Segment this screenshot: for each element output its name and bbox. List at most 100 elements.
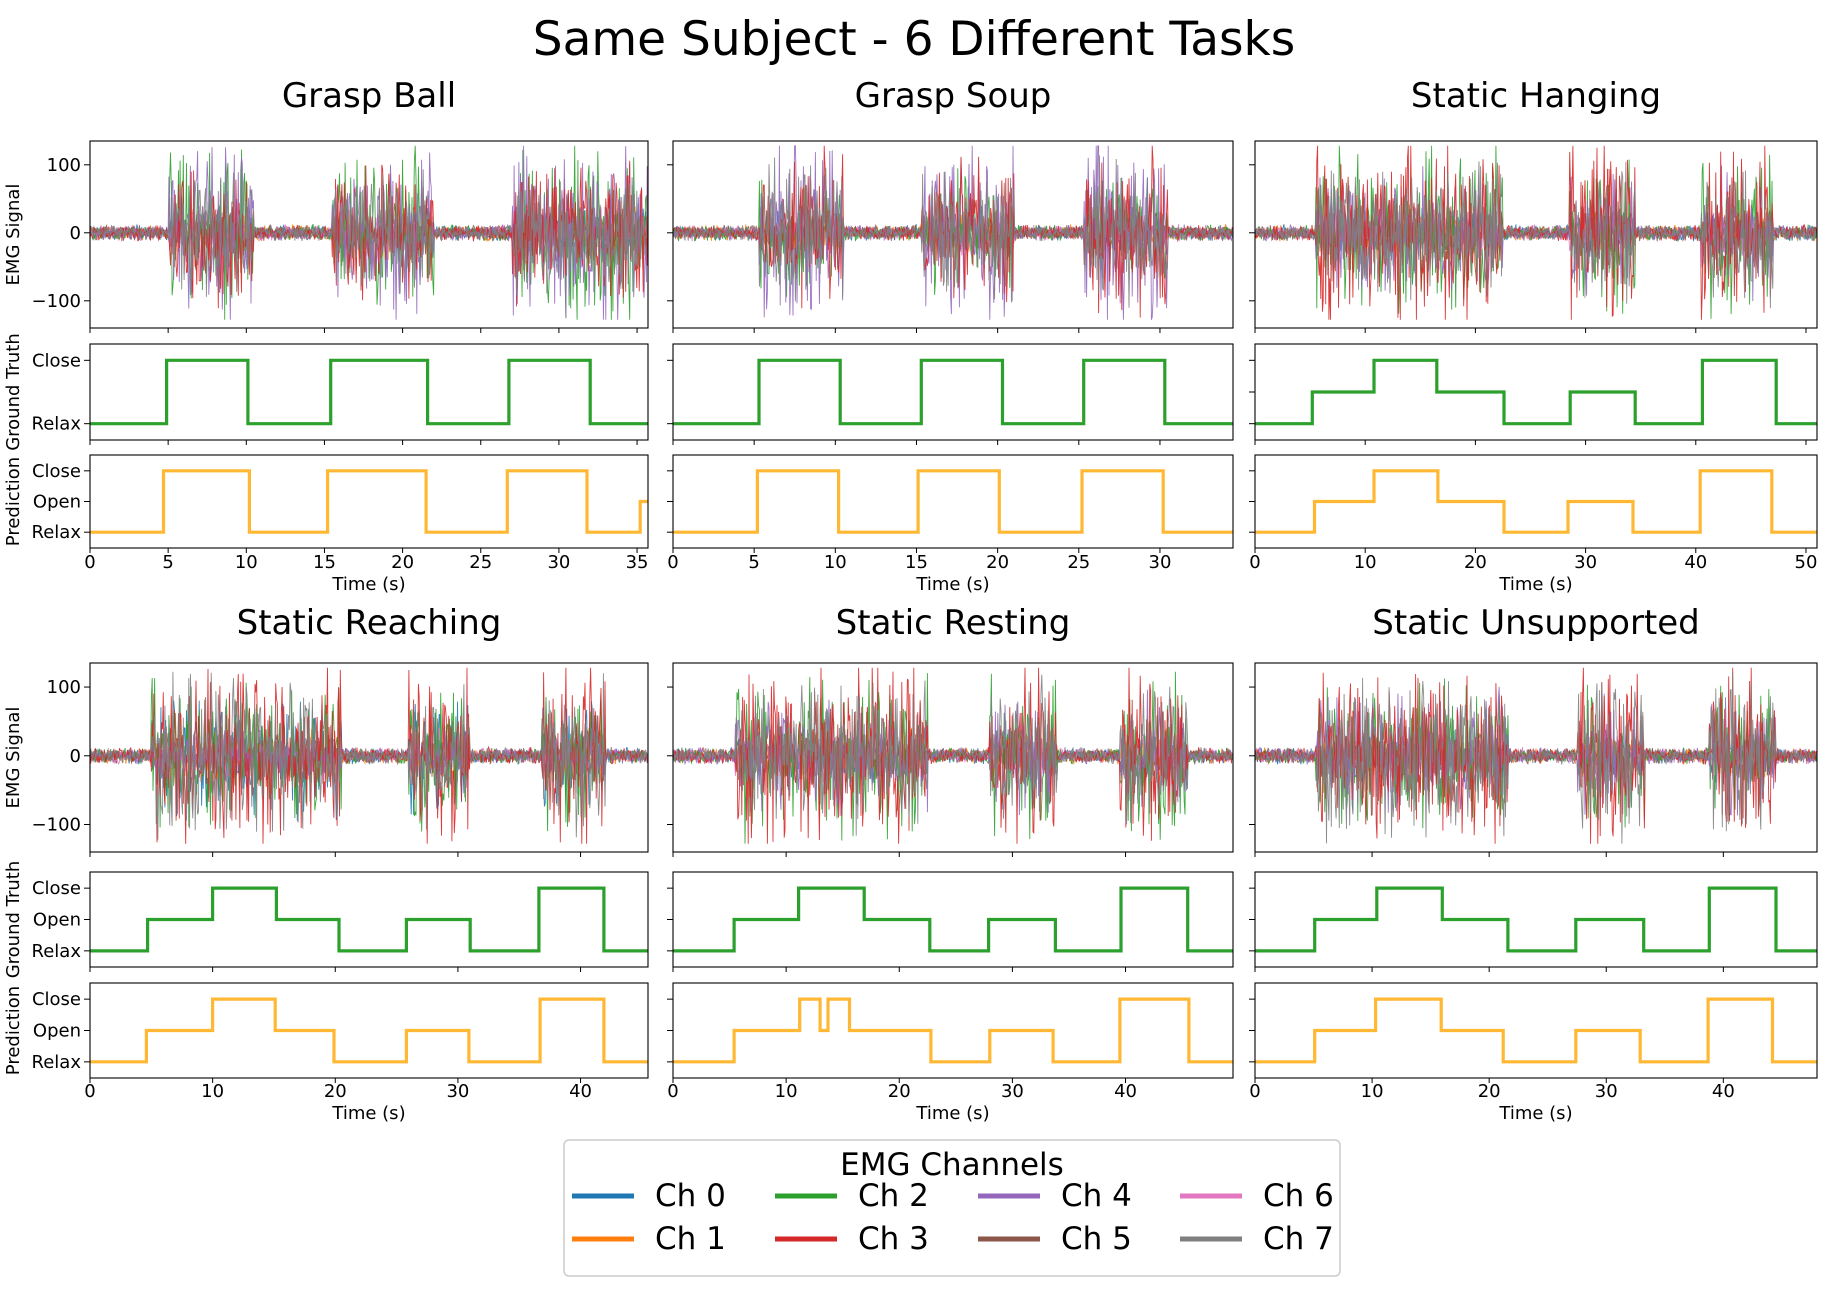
emg-trace-ch-3: [90, 160, 648, 309]
xtick-label: 10: [775, 1081, 798, 1102]
legend-label: Ch 4: [1061, 1178, 1132, 1214]
legend-item-ch-4: Ch 4: [978, 1178, 1132, 1214]
legend-items: Ch 0 Ch 1 Ch 2 Ch 3 Ch 4 Ch 5 Ch 6 Ch 7: [572, 1178, 1334, 1257]
legend-item-ch-5: Ch 5: [978, 1221, 1132, 1257]
xtick-label: 40: [1684, 552, 1707, 573]
emg-trace-ch-7: [90, 671, 648, 840]
prediction-ytick-label: Close: [32, 461, 81, 482]
legend-label: Ch 0: [655, 1178, 726, 1214]
xlabel: Time (s): [915, 574, 989, 595]
emg-ylabel: EMG Signal: [3, 707, 24, 809]
panel-static-resting: Static Resting 0 10 20 30 40 Time (s): [667, 603, 1234, 1124]
xtick-label: 10: [201, 1081, 224, 1102]
emg-trace-ch-7: [1255, 671, 1817, 844]
emg-signal: [1255, 145, 1817, 320]
prediction-line: [673, 469, 1233, 534]
legend-item-ch-7: Ch 7: [1180, 1221, 1334, 1257]
emg-axes: [672, 140, 1234, 329]
xtick-label: 20: [1478, 1081, 1501, 1102]
xtick-label: 5: [162, 552, 173, 573]
ground-truth-axes: [89, 343, 649, 441]
emg-ytick-label: 0: [70, 746, 81, 767]
xtick-label: 30: [1149, 552, 1172, 573]
emg-signal: [673, 667, 1233, 844]
panel-title: Static Reaching: [237, 603, 502, 643]
xlabel: Time (s): [1498, 574, 1572, 595]
prediction-ytick-label: Relax: [32, 522, 82, 543]
ground-truth-ytick-label: Close: [32, 350, 81, 371]
xtick-label: 15: [313, 552, 336, 573]
xtick-label: 0: [667, 552, 678, 573]
legend-item-ch-3: Ch 3: [775, 1221, 929, 1257]
xtick-label: 10: [235, 552, 258, 573]
xlabel: Time (s): [1498, 1103, 1572, 1124]
panel-title: Static Resting: [836, 603, 1071, 643]
emg-trace-ch-3: [673, 667, 1233, 844]
legend-label: Ch 3: [858, 1221, 929, 1257]
ground-truth-line: [90, 358, 648, 426]
panel-title: Grasp Soup: [855, 76, 1052, 116]
legend-label: Ch 2: [858, 1178, 929, 1214]
xtick-label: 50: [1795, 552, 1818, 573]
xtick-label: 30: [1595, 1081, 1618, 1102]
emg-ytick-label: −100: [32, 291, 81, 312]
ground-truth-axes: [672, 343, 1234, 441]
xtick-label: 30: [1001, 1081, 1024, 1102]
prediction-line: [90, 997, 648, 1064]
panel-title: Static Hanging: [1411, 76, 1661, 116]
legend: EMG Channels Ch 0Ch 1Ch 2Ch 3Ch 4Ch 5Ch …: [563, 1139, 1341, 1277]
xlabel: Time (s): [915, 1103, 989, 1124]
ground-truth-ytick-label: Relax: [32, 941, 82, 962]
prediction-line: [1255, 997, 1817, 1064]
emg-trace-ch-7: [90, 169, 648, 297]
panel-title: Static Unsupported: [1372, 603, 1700, 643]
prediction-line: [90, 469, 648, 534]
xtick-label: 20: [1464, 552, 1487, 573]
prediction-line: [1255, 469, 1817, 534]
emg-ytick-label: 100: [47, 677, 81, 698]
prediction-line: [673, 997, 1233, 1064]
legend-label: Ch 7: [1263, 1221, 1334, 1257]
emg-ytick-label: 0: [70, 223, 81, 244]
prediction-ytick-label: Open: [33, 1021, 81, 1042]
prediction-ylabel: Prediction: [3, 986, 24, 1075]
xtick-label: 30: [1574, 552, 1597, 573]
panel-static-unsupported: Static Unsupported 0 10 20 30 40 Time (s): [1249, 603, 1818, 1124]
emg-ytick-label: 100: [47, 155, 81, 176]
xtick-label: 20: [986, 552, 1009, 573]
emg-ylabel: EMG Signal: [3, 184, 24, 286]
xlabel: Time (s): [331, 1103, 405, 1124]
emg-axes: [1254, 662, 1818, 853]
emg-signal: [1255, 667, 1817, 844]
emg-signal: [90, 145, 648, 320]
xtick-label: 10: [1361, 1081, 1384, 1102]
prediction-ytick-label: Open: [33, 492, 81, 513]
xtick-label: 15: [905, 552, 928, 573]
xtick-label: 30: [446, 1081, 469, 1102]
legend-label: Ch 5: [1061, 1221, 1132, 1257]
emg-signal: [90, 667, 648, 844]
xtick-label: 5: [748, 552, 759, 573]
xtick-label: 40: [569, 1081, 592, 1102]
xtick-label: 35: [626, 552, 649, 573]
legend-label: Ch 6: [1263, 1178, 1334, 1214]
emg-trace-ch-7: [673, 155, 1233, 308]
figure-title: Same Subject - 6 Different Tasks: [533, 12, 1296, 67]
xtick-label: 0: [667, 1081, 678, 1102]
xtick-label: 10: [824, 552, 847, 573]
ground-truth-ylabel: Ground Truth: [3, 333, 24, 451]
panel-static-hanging: Static Hanging 0 10 20 30 40 50 Time (s): [1249, 76, 1818, 595]
legend-item-ch-1: Ch 1: [572, 1221, 726, 1257]
xlabel: Time (s): [331, 574, 405, 595]
emg-axes: [1254, 140, 1818, 329]
xtick-label: 20: [888, 1081, 911, 1102]
ground-truth-line: [90, 886, 648, 953]
xtick-label: 40: [1114, 1081, 1137, 1102]
xtick-label: 10: [1354, 552, 1377, 573]
emg-axes: [89, 140, 649, 329]
xtick-label: 20: [391, 552, 414, 573]
xtick-label: 25: [1067, 552, 1090, 573]
